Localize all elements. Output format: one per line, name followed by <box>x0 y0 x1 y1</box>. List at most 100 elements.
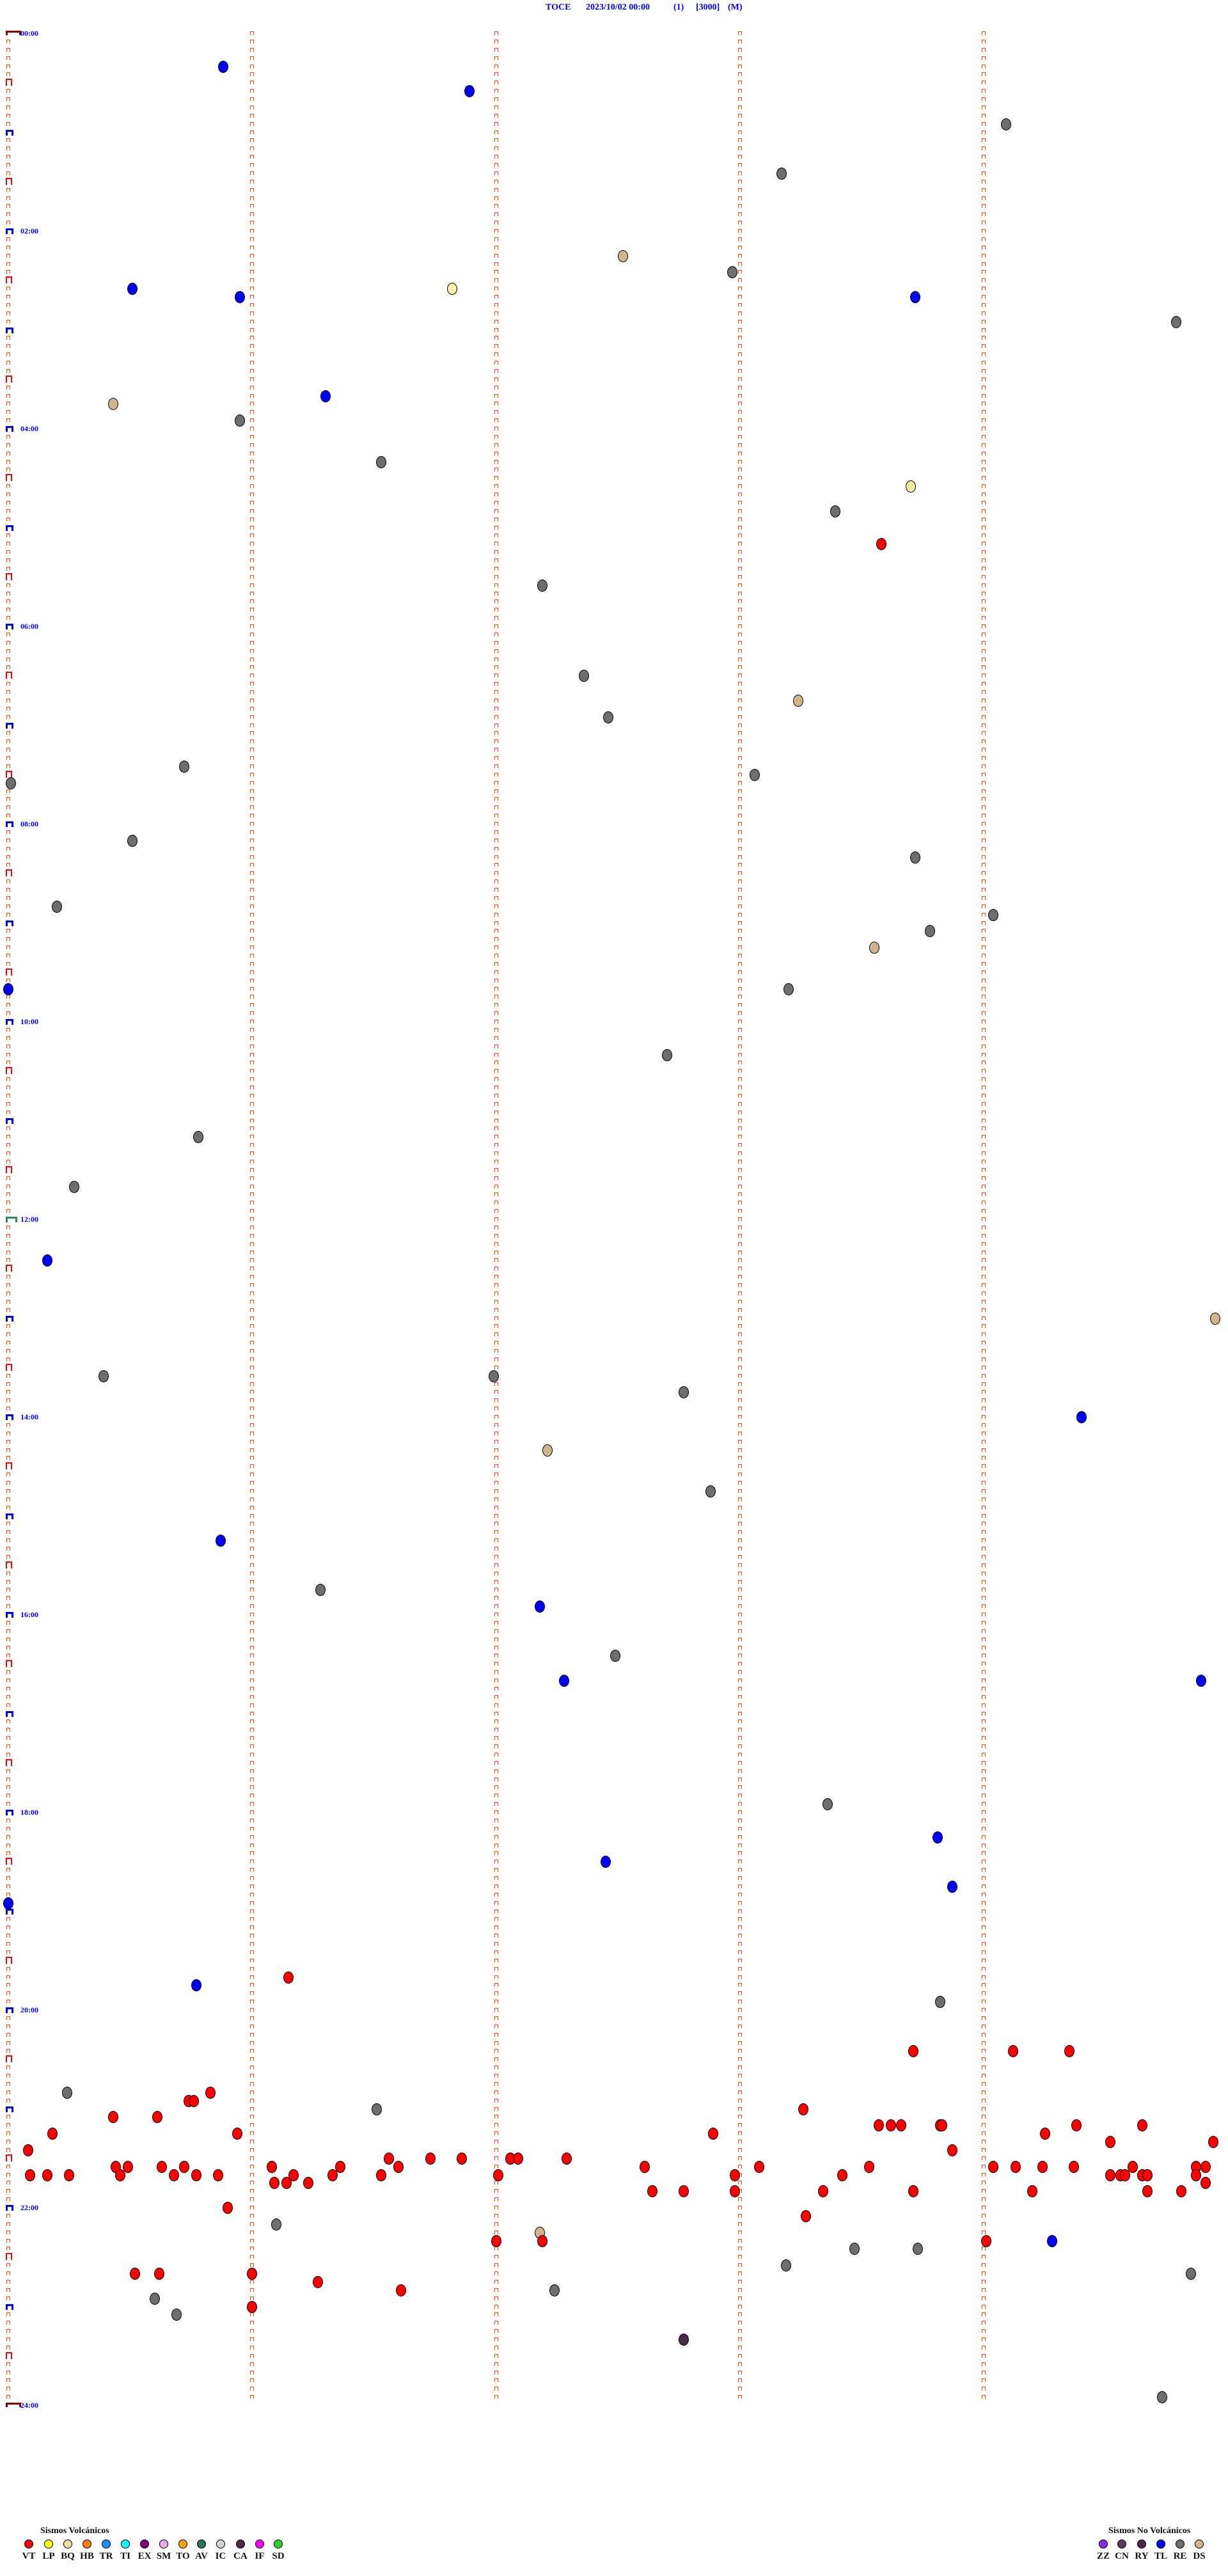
row-marker <box>737 649 742 653</box>
row-marker <box>737 303 742 307</box>
row-marker <box>494 1950 498 1954</box>
row-marker <box>494 2181 498 2185</box>
event-tl <box>932 1831 943 1844</box>
row-marker <box>494 1588 498 1592</box>
row-marker <box>6 1489 10 1493</box>
row-marker <box>982 1069 986 1073</box>
row-marker <box>737 1003 742 1007</box>
row-marker <box>494 904 498 908</box>
row-marker <box>737 706 742 711</box>
row-marker <box>250 665 255 670</box>
row-marker <box>494 468 498 472</box>
row-marker <box>6 1991 10 1996</box>
row-marker <box>494 1027 498 1032</box>
row-marker <box>737 1332 742 1337</box>
row-marker <box>6 1209 10 1213</box>
row-marker <box>982 682 986 686</box>
row-marker <box>982 1794 986 1798</box>
row-marker <box>6 1448 10 1452</box>
row-marker <box>250 56 255 60</box>
event-vt <box>393 2160 404 2173</box>
row-marker <box>250 978 255 983</box>
hour-marker <box>6 1908 13 1915</box>
row-marker <box>6 1629 10 1633</box>
row-marker <box>6 632 10 636</box>
row-marker <box>982 270 986 274</box>
event-re <box>913 2243 924 2256</box>
row-marker <box>494 1900 498 1905</box>
row-marker <box>250 1423 255 1427</box>
row-marker <box>982 1233 986 1238</box>
row-marker <box>250 1513 255 1518</box>
row-marker <box>982 1860 986 1864</box>
row-marker <box>737 690 742 694</box>
row-marker <box>6 880 10 884</box>
row-marker <box>737 311 742 315</box>
row-marker <box>737 517 742 521</box>
row-marker <box>250 410 255 415</box>
row-marker <box>737 1497 742 1501</box>
row-marker <box>982 1547 986 1551</box>
row-marker <box>494 1530 498 1535</box>
row-marker <box>494 2016 498 2020</box>
legend-label-ds: DS <box>1193 2551 1206 2561</box>
row-marker <box>250 1448 255 1452</box>
row-marker <box>982 56 986 60</box>
legend-swatch-zz <box>1099 2540 1108 2548</box>
row-marker <box>6 393 10 398</box>
hour-marker <box>6 1118 13 1124</box>
row-marker <box>982 81 986 85</box>
row-marker <box>250 2123 255 2128</box>
event-vt <box>837 2169 848 2181</box>
row-marker <box>737 682 742 686</box>
row-marker <box>737 1143 742 1148</box>
row-marker <box>982 1637 986 1641</box>
event-re <box>488 1370 499 1382</box>
time-tick-label: 20:00 <box>20 2005 38 2014</box>
row-marker <box>737 1176 742 1180</box>
row-marker <box>494 163 498 167</box>
half-hour-marker <box>6 1660 12 1668</box>
row-marker <box>250 295 255 299</box>
row-marker <box>737 1382 742 1386</box>
row-marker <box>494 187 498 192</box>
row-marker <box>250 2378 255 2383</box>
legend-label-tl: TL <box>1154 2551 1168 2561</box>
hour-marker <box>6 2106 13 2112</box>
row-marker <box>250 1785 255 1790</box>
row-marker <box>494 1357 498 1361</box>
time-tick-label: 24:00 <box>20 2401 38 2410</box>
row-marker <box>6 459 10 464</box>
event-re <box>1186 2268 1197 2280</box>
row-marker <box>737 97 742 101</box>
row-marker <box>737 1777 742 1782</box>
row-marker <box>6 1868 10 1872</box>
row-marker <box>737 262 742 266</box>
row-marker <box>737 113 742 118</box>
row-marker <box>494 937 498 942</box>
row-marker <box>6 434 10 439</box>
row-marker <box>737 665 742 670</box>
row-marker <box>494 1670 498 1675</box>
row-marker <box>982 336 986 340</box>
row-marker <box>737 2370 742 2375</box>
row-marker <box>6 500 10 505</box>
row-marker <box>494 221 498 225</box>
row-marker <box>494 81 498 85</box>
row-marker <box>250 1020 255 1023</box>
row-marker <box>494 1077 498 1082</box>
row-marker <box>6 1892 10 1897</box>
event-vt <box>679 2185 689 2198</box>
row-marker <box>982 723 986 727</box>
row-marker <box>982 64 986 68</box>
row-marker <box>494 1620 498 1625</box>
row-marker <box>982 484 986 489</box>
row-marker <box>6 1473 10 1477</box>
row-marker <box>982 368 986 373</box>
row-marker <box>250 451 255 455</box>
event-vt <box>707 2128 718 2140</box>
row-marker <box>494 2272 498 2275</box>
row-marker <box>737 163 742 167</box>
row-marker <box>250 1489 255 1493</box>
row-marker <box>250 1909 255 1913</box>
